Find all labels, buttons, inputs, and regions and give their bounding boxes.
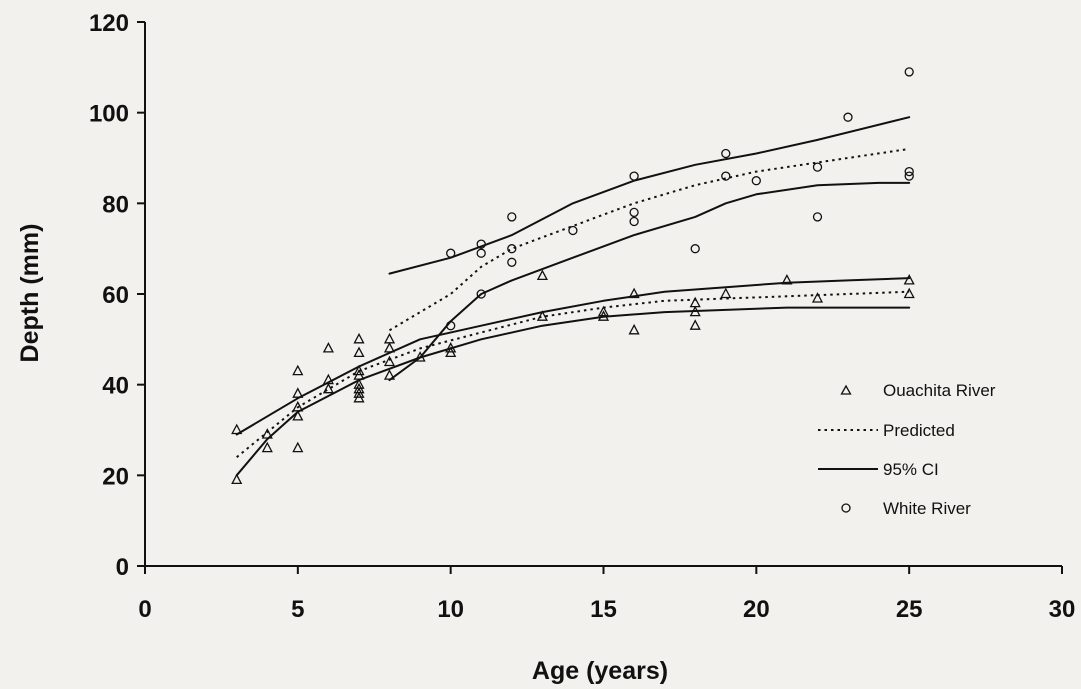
ouachita-point <box>781 274 793 285</box>
y-tick-label: 0 <box>116 554 129 581</box>
ouachita-point <box>292 364 304 376</box>
ouachita-point <box>383 332 396 344</box>
legend: Ouachita River Predicted 95% CI White Ri… <box>818 381 996 518</box>
ouachita-point <box>628 323 640 335</box>
white-river-point <box>721 171 731 181</box>
white-river-point <box>629 216 639 227</box>
ouachita-point <box>231 473 243 485</box>
x-tick-label: 25 <box>896 596 923 623</box>
ouachita-point <box>597 305 610 317</box>
ouachita-point <box>597 310 610 321</box>
white-river-point <box>843 112 853 122</box>
legend-label-ouachita-river: Ouachita River <box>883 381 996 400</box>
ouachita-point <box>353 391 365 403</box>
ouachita-point <box>414 351 426 362</box>
axes: 0 20 40 60 80 100 120 0 5 10 15 20 25 30 <box>89 10 1075 623</box>
ci-curve <box>235 277 911 436</box>
white-river-point <box>904 166 914 177</box>
ouachita-point <box>383 355 396 367</box>
ouachita-point <box>261 428 273 439</box>
ouachita-point <box>353 332 365 344</box>
ouachita-point <box>536 310 548 321</box>
y-axis-title: Depth (mm) <box>16 224 44 363</box>
ouachita-point <box>689 305 701 317</box>
white-river-point <box>812 212 823 222</box>
ouachita-point <box>383 369 396 380</box>
white-river-point <box>507 257 517 267</box>
white-river-point <box>507 212 517 222</box>
ouachita-point <box>445 346 457 358</box>
ouachita-point <box>292 387 304 398</box>
legend-label-white-river: White River <box>883 499 971 518</box>
white-river-point <box>446 321 456 331</box>
ouachita-point <box>353 346 365 358</box>
ouachita-point <box>903 274 915 285</box>
ouachita-point <box>353 387 365 398</box>
y-tick-label: 120 <box>89 10 129 37</box>
x-tick-label: 5 <box>291 596 304 623</box>
x-axis-title: Age (years) <box>532 657 668 685</box>
predicted-curve <box>388 147 910 332</box>
ouachita-point <box>689 319 701 330</box>
ouachita-point <box>231 423 243 435</box>
y-tick-label: 60 <box>102 282 129 309</box>
ouachita-point <box>353 364 365 376</box>
ouachita-point <box>689 296 701 308</box>
white-river-point <box>812 162 823 172</box>
x-tick-label: 30 <box>1049 596 1076 623</box>
curves <box>235 116 911 477</box>
white-river-point <box>629 207 639 218</box>
white-river-point <box>904 67 914 77</box>
x-tick-label: 20 <box>743 596 770 623</box>
white-river-point <box>904 171 914 181</box>
white-river-point <box>690 244 700 254</box>
ouachita-point <box>720 287 732 299</box>
white-river-point <box>476 239 486 249</box>
white-river-point <box>629 171 639 181</box>
predicted-curve <box>236 290 910 458</box>
legend-circle-marker <box>841 503 851 513</box>
ouachita-point <box>628 287 640 299</box>
legend-triangle-marker <box>840 384 852 395</box>
ci-curve <box>388 116 911 275</box>
ouachita-point <box>261 441 273 453</box>
ouachita-point <box>322 342 334 353</box>
ouachita-point <box>322 382 334 394</box>
ouachita-point <box>383 342 396 353</box>
y-tick-label: 100 <box>89 101 129 128</box>
ouachita-point <box>445 342 457 353</box>
x-tick-label: 0 <box>138 596 151 623</box>
white-river-point <box>721 148 731 159</box>
white-river-point <box>476 248 486 258</box>
x-tick-label: 10 <box>437 596 464 623</box>
markers <box>231 67 915 485</box>
y-tick-label: 40 <box>102 373 129 400</box>
white-river-point <box>476 289 486 299</box>
white-river-point <box>507 244 517 254</box>
y-tick-label: 20 <box>102 463 129 490</box>
white-river-point <box>568 225 578 236</box>
white-river-point <box>446 248 456 258</box>
y-tick-label: 80 <box>102 191 129 218</box>
ouachita-point <box>903 287 915 299</box>
ouachita-point <box>292 441 304 453</box>
ci-curve <box>235 306 911 477</box>
legend-label-predicted: Predicted <box>883 421 955 440</box>
white-river-point <box>751 176 761 186</box>
x-tick-label: 15 <box>590 596 617 623</box>
ouachita-point <box>536 269 548 281</box>
legend-label-95-ci: 95% CI <box>883 460 939 479</box>
ouachita-point <box>292 410 304 421</box>
ouachita-point <box>811 292 824 303</box>
